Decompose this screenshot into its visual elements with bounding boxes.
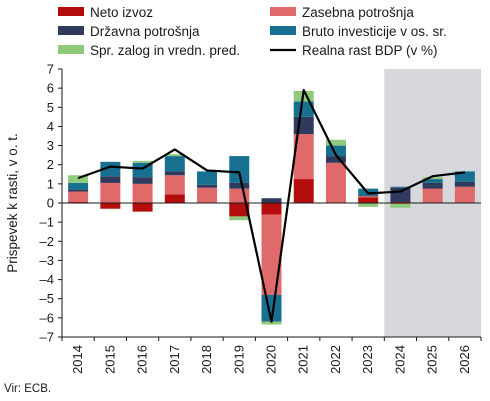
bar-dr-avna-potro-nja-2019: [229, 182, 250, 189]
y-tick-label: 0: [47, 196, 54, 211]
legend-label-zasebna-potro-nja: Zasebna potrošnja: [302, 5, 414, 20]
bar-neto-izvoz-2015: [100, 203, 121, 209]
y-tick-label: 6: [47, 81, 54, 96]
bar-neto-izvoz-2019: [229, 203, 250, 217]
bar-zasebna-potro-nja-2021: [293, 134, 314, 180]
bar-zasebna-potro-nja-2023: [358, 196, 379, 198]
x-tick-label-2017: 2017: [167, 345, 182, 374]
bar-zasebna-potro-nja-2014: [68, 191, 89, 203]
x-tick-label-2018: 2018: [199, 345, 214, 374]
bar-dr-avna-potro-nja-2024: [390, 187, 411, 203]
bar-spr-zalog-in-vredn-pred-2017: [164, 154, 185, 157]
bar-zasebna-potro-nja-2017: [164, 175, 185, 195]
legend-label-neto-izvoz: Neto izvoz: [90, 5, 153, 20]
y-tick-label: 3: [47, 138, 54, 153]
legend-label-dr-avna-potro-nja: Državna potrošnja: [90, 24, 200, 39]
bar-bruto-investicije-v-os-sr-2018: [197, 171, 218, 185]
source-note: Vir: ECB.: [4, 383, 51, 395]
bar-dr-avna-potro-nja-2025: [422, 182, 443, 189]
bar-neto-izvoz-2017: [164, 194, 185, 203]
bar-neto-izvoz-2020: [261, 203, 282, 215]
y-tick-label: 5: [47, 100, 54, 115]
bar-spr-zalog-in-vredn-pred-2014: [68, 175, 89, 183]
bar-bruto-investicije-v-os-sr-2017: [164, 156, 185, 172]
bar-bruto-investicije-v-os-sr-2021: [293, 101, 314, 117]
bar-bruto-investicije-v-os-sr-2025: [422, 179, 443, 183]
bar-bruto-investicije-v-os-sr-2026: [454, 171, 475, 182]
bar-dr-avna-potro-nja-2018: [197, 184, 218, 188]
legend-label-realna-rast-bdp-v: Realna rast BDP (v %): [302, 43, 438, 58]
bar-spr-zalog-in-vredn-pred-2019: [229, 216, 250, 221]
y-tick-label: 4: [47, 119, 54, 134]
bar-bruto-investicije-v-os-sr-2019: [229, 156, 250, 183]
y-tick-label: –7: [40, 330, 54, 345]
y-tick-label: –2: [40, 234, 54, 249]
bar-zasebna-potro-nja-2018: [197, 187, 218, 203]
line-layer: [77, 88, 466, 323]
x-tick-label-2021: 2021: [296, 345, 311, 374]
bar-dr-avna-potro-nja-2021: [293, 116, 314, 135]
bar-zasebna-potro-nja-2026: [454, 186, 475, 203]
x-tick-label-2022: 2022: [328, 345, 343, 374]
y-tick-label: 2: [47, 157, 54, 172]
bar-spr-zalog-in-vredn-pred-2020: [261, 321, 282, 325]
bar-dr-avna-potro-nja-2014: [68, 189, 89, 192]
y-tick-label: 7: [47, 62, 54, 77]
bar-spr-zalog-in-vredn-pred-2025: [422, 177, 443, 180]
x-tick-label-2024: 2024: [392, 345, 407, 374]
bar-dr-avna-potro-nja-2020: [261, 198, 282, 203]
y-tick-label: –5: [40, 291, 54, 306]
y-tick-label: –4: [40, 272, 54, 287]
y-tick-label: –3: [40, 253, 54, 268]
bar-dr-avna-potro-nja-2016: [132, 177, 153, 184]
x-tick-label-2015: 2015: [102, 345, 117, 374]
bar-zasebna-potro-nja-2015: [100, 182, 121, 203]
legend-swatch-neto-izvoz: [58, 7, 84, 16]
x-tick-label-2020: 2020: [264, 345, 279, 374]
x-tick-label-2016: 2016: [135, 345, 150, 374]
bar-zasebna-potro-nja-2022: [325, 162, 346, 203]
bar-zasebna-potro-nja-2025: [422, 188, 443, 203]
x-tick-label-2025: 2025: [425, 345, 440, 374]
legend-swatch-dr-avna-potro-nja: [58, 26, 84, 35]
bar-bruto-investicije-v-os-sr-2024: [390, 186, 411, 188]
bar-dr-avna-potro-nja-2017: [164, 171, 185, 176]
legend-swatch-spr-zalog-in-vredn-pred: [58, 45, 84, 54]
y-axis-title: Prispevek k rasti, v o. t.: [5, 133, 20, 273]
bar-spr-zalog-in-vredn-pred-2023: [358, 203, 379, 207]
bar-zasebna-potro-nja-2020: [261, 214, 282, 295]
bar-neto-izvoz-2021: [293, 179, 314, 203]
legend-label-bruto-investicije-v-os-sr: Bruto investicije v os. sr.: [302, 24, 447, 39]
y-tick-label: –6: [40, 310, 54, 325]
bar-dr-avna-potro-nja-2026: [454, 181, 475, 187]
bar-spr-zalog-in-vredn-pred-2016: [132, 160, 153, 163]
bar-neto-izvoz-2023: [358, 197, 379, 203]
bar-bruto-investicije-v-os-sr-2014: [68, 182, 89, 190]
bar-bruto-investicije-v-os-sr-2022: [325, 145, 346, 157]
bar-zasebna-potro-nja-2016: [132, 183, 153, 203]
y-tick-label: –1: [40, 215, 54, 230]
bar-dr-avna-potro-nja-2023: [358, 195, 379, 197]
x-tick-label-2026: 2026: [457, 345, 472, 374]
axes: –7 –6 –5 –4 –3 –2 –1 0 1 2 3 4 5 6 7 2014 2015 2016 2017 20…: [40, 62, 482, 374]
x-tick-label-2014: 2014: [70, 345, 85, 374]
bar-bruto-investicije-v-os-sr-2015: [100, 161, 121, 177]
legend-swatch-zasebna-potro-nja: [270, 7, 296, 16]
bar-neto-izvoz-2016: [132, 203, 153, 212]
legend: Neto izvoz Zasebna potrošnja Državna potro…: [58, 5, 447, 58]
x-tick-label-2023: 2023: [360, 345, 375, 374]
line-realna-rast-bdp: [77, 88, 466, 323]
bar-spr-zalog-in-vredn-pred-2024: [390, 203, 411, 208]
bar-dr-avna-potro-nja-2015: [100, 176, 121, 183]
bar-spr-zalog-in-vredn-pred-2022: [325, 139, 346, 146]
x-tick-label-2019: 2019: [231, 345, 246, 374]
y-tick-label: 1: [47, 176, 54, 191]
legend-label-spr-zalog-in-vredn-pred: Spr. zalog in vredn. pred.: [90, 43, 240, 58]
legend-swatch-bruto-investicije-v-os-sr: [270, 26, 296, 35]
bar-dr-avna-potro-nja-2022: [325, 156, 346, 163]
